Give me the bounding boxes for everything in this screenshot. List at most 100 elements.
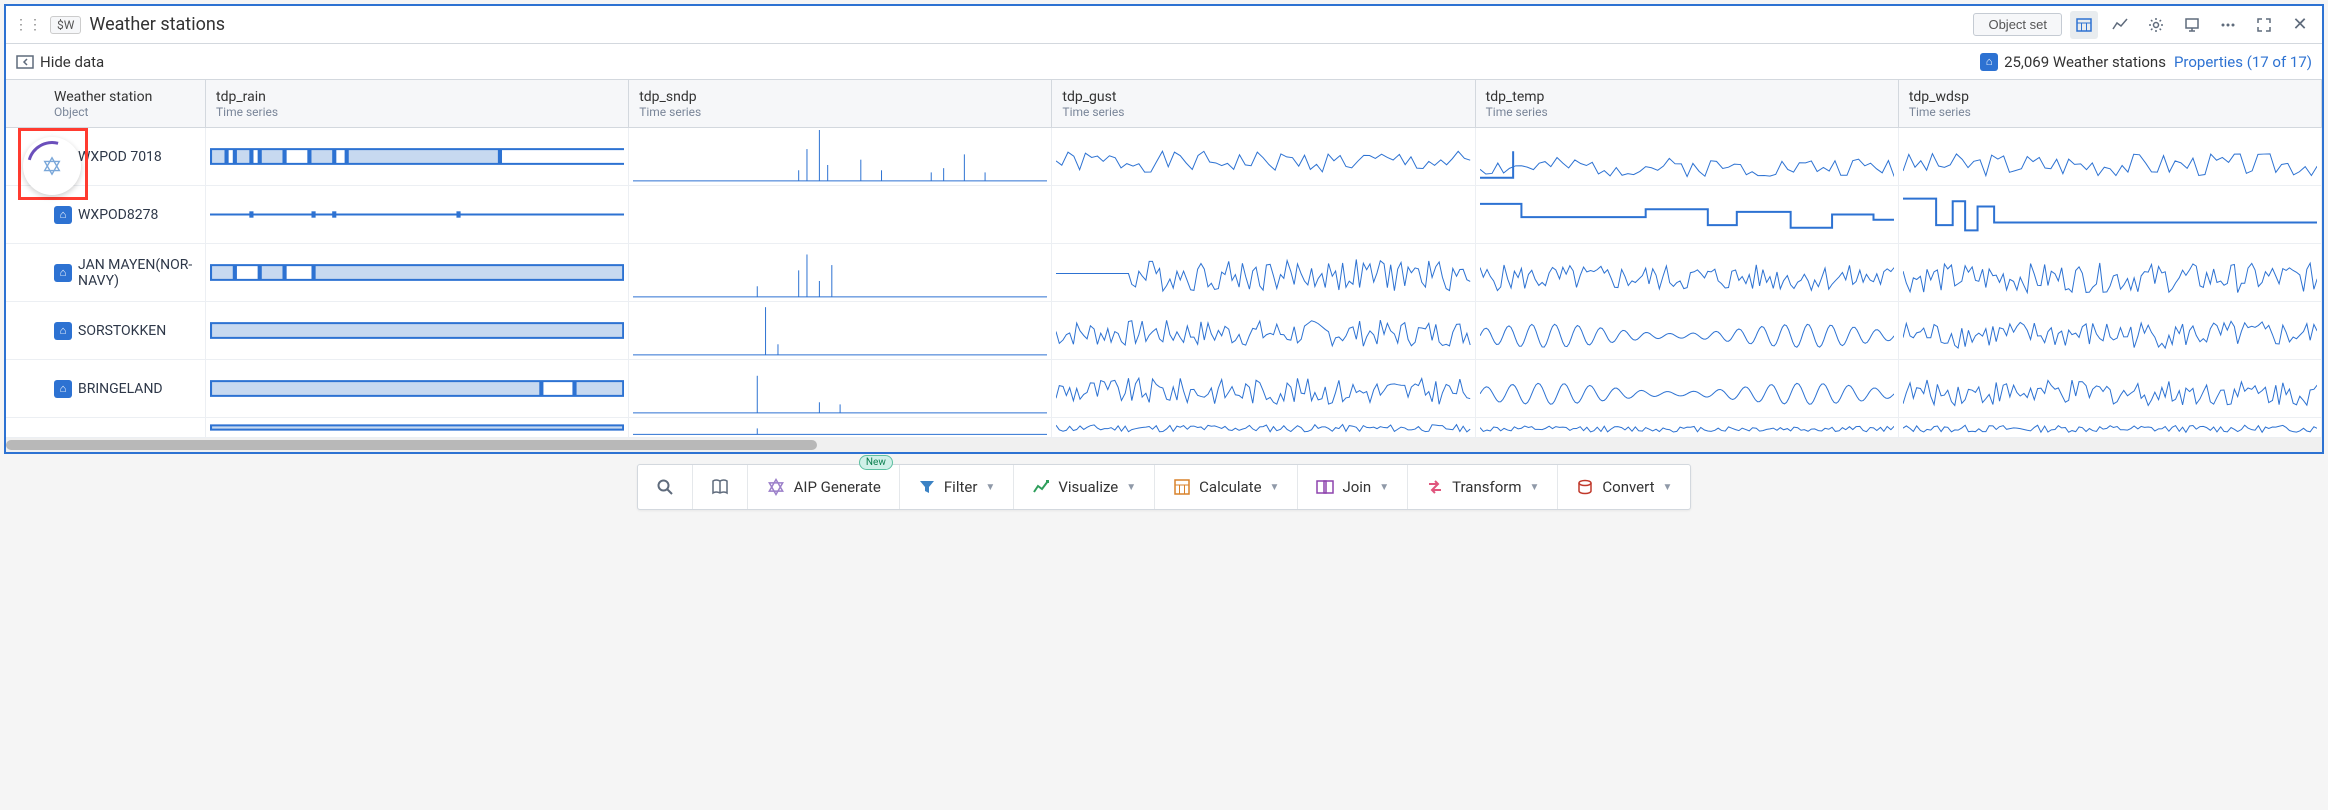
sparkline-cell-tdp_rain[interactable]: [206, 360, 629, 417]
station-name-cell[interactable]: ⌂BRINGELAND: [6, 360, 206, 417]
new-badge: New: [859, 455, 893, 470]
column-subtitle: Time series: [1062, 105, 1464, 119]
filter-button[interactable]: Filter▼: [900, 465, 1014, 509]
object-set-button[interactable]: Object set: [1973, 13, 2062, 36]
gear-icon[interactable]: [2142, 11, 2170, 39]
visualize-button[interactable]: Visualize▼: [1014, 465, 1155, 509]
sparkline-cell-tdp_rain[interactable]: [206, 186, 629, 243]
highlight-box: [18, 128, 88, 200]
column-header-tdp_sndp[interactable]: tdp_sndpTime series: [629, 80, 1052, 127]
scrollbar-thumb[interactable]: [6, 440, 817, 450]
station-name: WXPOD8278: [78, 207, 158, 223]
chevron-down-icon: ▼: [1530, 482, 1540, 493]
transform-icon: [1426, 478, 1444, 496]
presentation-icon[interactable]: [2178, 11, 2206, 39]
sparkline-cell-tdp_rain[interactable]: [206, 418, 629, 437]
sparkline-cell-tdp_wdsp[interactable]: [1899, 244, 2322, 301]
sparkline-cell-tdp_rain[interactable]: [206, 302, 629, 359]
sparkline-cell-tdp_sndp[interactable]: [629, 302, 1052, 359]
hide-data-label: Hide data: [40, 53, 104, 71]
sparkline-cell-tdp_temp[interactable]: [1476, 128, 1899, 185]
column-header-tdp_gust[interactable]: tdp_gustTime series: [1052, 80, 1475, 127]
sparkline-cell-tdp_gust[interactable]: [1052, 186, 1475, 243]
column-title: Weather station: [54, 89, 195, 105]
station-name: JAN MAYEN(NOR-NAVY): [78, 257, 199, 289]
table-row[interactable]: ⌂JAN MAYEN(NOR-NAVY): [6, 244, 2322, 302]
sparkline-cell-tdp_temp[interactable]: [1476, 418, 1899, 437]
station-name-cell[interactable]: ⌂JAN MAYEN(NOR-NAVY): [6, 244, 206, 301]
drag-handle-icon[interactable]: ⋮⋮: [14, 17, 42, 33]
sparkline-cell-tdp_wdsp[interactable]: [1899, 128, 2322, 185]
chevron-down-icon: ▼: [1663, 482, 1673, 493]
calc-icon: [1173, 478, 1191, 496]
sparkline-cell-tdp_gust[interactable]: [1052, 302, 1475, 359]
table-row[interactable]: ⌂BRINGELAND: [6, 360, 2322, 418]
column-header-tdp_wdsp[interactable]: tdp_wdspTime series: [1899, 80, 2322, 127]
chart-icon: [1032, 478, 1050, 496]
column-header-tdp_rain[interactable]: tdp_rainTime series: [206, 80, 629, 127]
properties-link[interactable]: Properties (17 of 17): [2174, 53, 2312, 71]
aip-button[interactable]: AIP GenerateNew: [748, 465, 900, 509]
table-row[interactable]: ⌂WXPOD 7018: [6, 128, 2322, 186]
sparkline-cell-tdp_sndp[interactable]: [629, 186, 1052, 243]
sparkline-cell-tdp_temp[interactable]: [1476, 302, 1899, 359]
sparkline-cell-tdp_rain[interactable]: [206, 128, 629, 185]
table-row[interactable]: [6, 418, 2322, 438]
sparkline-cell-tdp_temp[interactable]: [1476, 244, 1899, 301]
sparkline-cell-tdp_gust[interactable]: [1052, 128, 1475, 185]
line-chart-icon[interactable]: [2106, 11, 2134, 39]
column-header-tdp_temp[interactable]: tdp_tempTime series: [1476, 80, 1899, 127]
sparkline-cell-tdp_sndp[interactable]: [629, 128, 1052, 185]
close-icon[interactable]: ✕: [2286, 11, 2314, 39]
book-button[interactable]: [693, 465, 748, 509]
join-icon: [1316, 478, 1334, 496]
station-name: BRINGELAND: [78, 381, 163, 397]
more-icon[interactable]: [2214, 11, 2242, 39]
loading-spinner: [23, 137, 81, 195]
column-title: tdp_temp: [1486, 89, 1888, 105]
convert-icon: [1576, 478, 1594, 496]
table-row[interactable]: ⌂SORSTOKKEN: [6, 302, 2322, 360]
panel-header: ⋮⋮ $W Weather stations Object set ✕: [6, 6, 2322, 44]
home-icon: ⌂: [54, 322, 72, 340]
sparkline-cell-tdp_rain[interactable]: [206, 244, 629, 301]
sparkline-cell-tdp_wdsp[interactable]: [1899, 302, 2322, 359]
sparkline-cell-tdp_sndp[interactable]: [629, 360, 1052, 417]
horizontal-scrollbar[interactable]: [6, 438, 2322, 452]
station-name-cell[interactable]: ⌂SORSTOKKEN: [6, 302, 206, 359]
transform-button[interactable]: Transform▼: [1408, 465, 1558, 509]
hide-data-toggle[interactable]: Hide data: [16, 53, 104, 71]
calendar-grid-icon[interactable]: [2070, 11, 2098, 39]
toolbar-label: AIP Generate: [794, 478, 881, 496]
calculate-button[interactable]: Calculate▼: [1155, 465, 1298, 509]
sparkline-cell-tdp_wdsp[interactable]: [1899, 186, 2322, 243]
join-button[interactable]: Join▼: [1298, 465, 1408, 509]
column-title: tdp_gust: [1062, 89, 1464, 105]
station-name-cell[interactable]: [6, 418, 206, 437]
column-header-name[interactable]: Weather stationObject: [6, 80, 206, 127]
chevron-down-icon: ▼: [1126, 482, 1136, 493]
search-button[interactable]: [638, 465, 693, 509]
bottom-toolbar: AIP GenerateNewFilter▼Visualize▼Calculat…: [637, 464, 1692, 510]
table-body: ⌂WXPOD 7018⌂WXPOD8278⌂JAN MAYEN(NOR-NAVY…: [6, 128, 2322, 438]
sparkline-cell-tdp_wdsp[interactable]: [1899, 360, 2322, 417]
chevron-down-icon: ▼: [985, 482, 995, 493]
home-icon: ⌂: [1980, 53, 1998, 71]
toolbar-label: Convert: [1602, 478, 1654, 496]
sparkline-cell-tdp_sndp[interactable]: [629, 244, 1052, 301]
sparkline-cell-tdp_gust[interactable]: [1052, 360, 1475, 417]
panel-title: Weather stations: [89, 14, 225, 35]
variable-badge[interactable]: $W: [50, 16, 81, 34]
sparkline-cell-tdp_temp[interactable]: [1476, 360, 1899, 417]
table-row[interactable]: ⌂WXPOD8278: [6, 186, 2322, 244]
sparkline-cell-tdp_temp[interactable]: [1476, 186, 1899, 243]
panel-subheader: Hide data ⌂ 25,069 Weather stations Prop…: [6, 44, 2322, 80]
fullscreen-icon[interactable]: [2250, 11, 2278, 39]
sparkline-cell-tdp_gust[interactable]: [1052, 418, 1475, 437]
sparkline-cell-tdp_gust[interactable]: [1052, 244, 1475, 301]
sparkline-cell-tdp_wdsp[interactable]: [1899, 418, 2322, 437]
column-subtitle: Time series: [1909, 105, 2311, 119]
convert-button[interactable]: Convert ▼: [1558, 465, 1690, 509]
column-title: tdp_rain: [216, 89, 618, 105]
sparkline-cell-tdp_sndp[interactable]: [629, 418, 1052, 437]
